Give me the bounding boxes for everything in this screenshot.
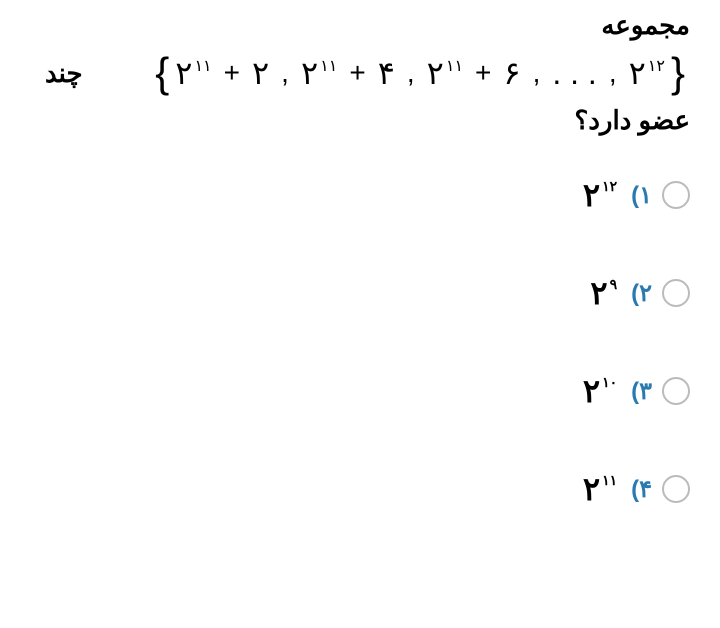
plus: + [475, 57, 491, 89]
plus: + [224, 57, 240, 89]
radio-icon[interactable] [662, 475, 690, 503]
term-2: ۲ ۱۱ [301, 54, 337, 92]
exponent: ۱۱ [446, 56, 463, 76]
option-value: ۲ ۹ [590, 274, 617, 312]
term-last: ۲ ۱۲ [629, 54, 665, 92]
option-3[interactable]: ۳) ۲ ۱۰ [50, 372, 690, 410]
base: ۲ [629, 54, 646, 92]
term-3: ۲ ۱۱ [427, 54, 463, 92]
comma: , [609, 57, 617, 89]
comma: , [407, 57, 415, 89]
question-title: مجموعه [30, 10, 690, 41]
dots: . . . [552, 55, 596, 92]
exponent: ۱۲ [602, 178, 617, 195]
comma: , [281, 57, 289, 89]
base: ۲ [583, 176, 600, 214]
base: ۲ [583, 372, 600, 410]
addend: ۶ [503, 54, 520, 92]
addend: ۲ [252, 54, 269, 92]
chand-word: چند [45, 58, 83, 89]
exponent: ۱۱ [194, 56, 211, 76]
radio-icon[interactable] [662, 377, 690, 405]
exponent: ۱۱ [320, 56, 337, 76]
brace-close: } [671, 49, 685, 97]
exponent: ۱۲ [648, 56, 665, 76]
exponent: ۹ [610, 276, 618, 293]
set-content: { ۲ ۱۱ + ۲ , ۲ ۱۱ + ۴ , ۲ ۱۱ + ۶ , . . .… [155, 49, 685, 97]
base: ۲ [590, 274, 607, 312]
base: ۲ [583, 470, 600, 508]
option-number: ۱) [631, 181, 652, 210]
radio-icon[interactable] [662, 279, 690, 307]
radio-icon[interactable] [662, 181, 690, 209]
option-number: ۴) [631, 475, 652, 504]
base: ۲ [175, 54, 192, 92]
math-expression: چند { ۲ ۱۱ + ۲ , ۲ ۱۱ + ۴ , ۲ ۱۱ + ۶ , .… [30, 49, 690, 97]
brace-open: { [155, 49, 169, 97]
option-1[interactable]: ۱) ۲ ۱۲ [50, 176, 690, 214]
comma: , [533, 57, 541, 89]
option-number: ۲) [631, 279, 652, 308]
option-value: ۲ ۱۱ [583, 470, 617, 508]
question-end: عضو دارد؟ [30, 105, 690, 136]
term-1: ۲ ۱۱ [175, 54, 211, 92]
exponent: ۱۱ [602, 472, 617, 489]
option-value: ۲ ۱۲ [583, 176, 617, 214]
base: ۲ [301, 54, 318, 92]
option-4[interactable]: ۴) ۲ ۱۱ [50, 470, 690, 508]
plus: + [349, 57, 365, 89]
addend: ۴ [378, 54, 395, 92]
options-list: ۱) ۲ ۱۲ ۲) ۲ ۹ ۳) ۲ ۱۰ ۴) ۲ ۱۱ [30, 166, 690, 508]
base: ۲ [427, 54, 444, 92]
exponent: ۱۰ [602, 374, 617, 391]
option-number: ۳) [631, 377, 652, 406]
option-2[interactable]: ۲) ۲ ۹ [50, 274, 690, 312]
option-value: ۲ ۱۰ [583, 372, 617, 410]
